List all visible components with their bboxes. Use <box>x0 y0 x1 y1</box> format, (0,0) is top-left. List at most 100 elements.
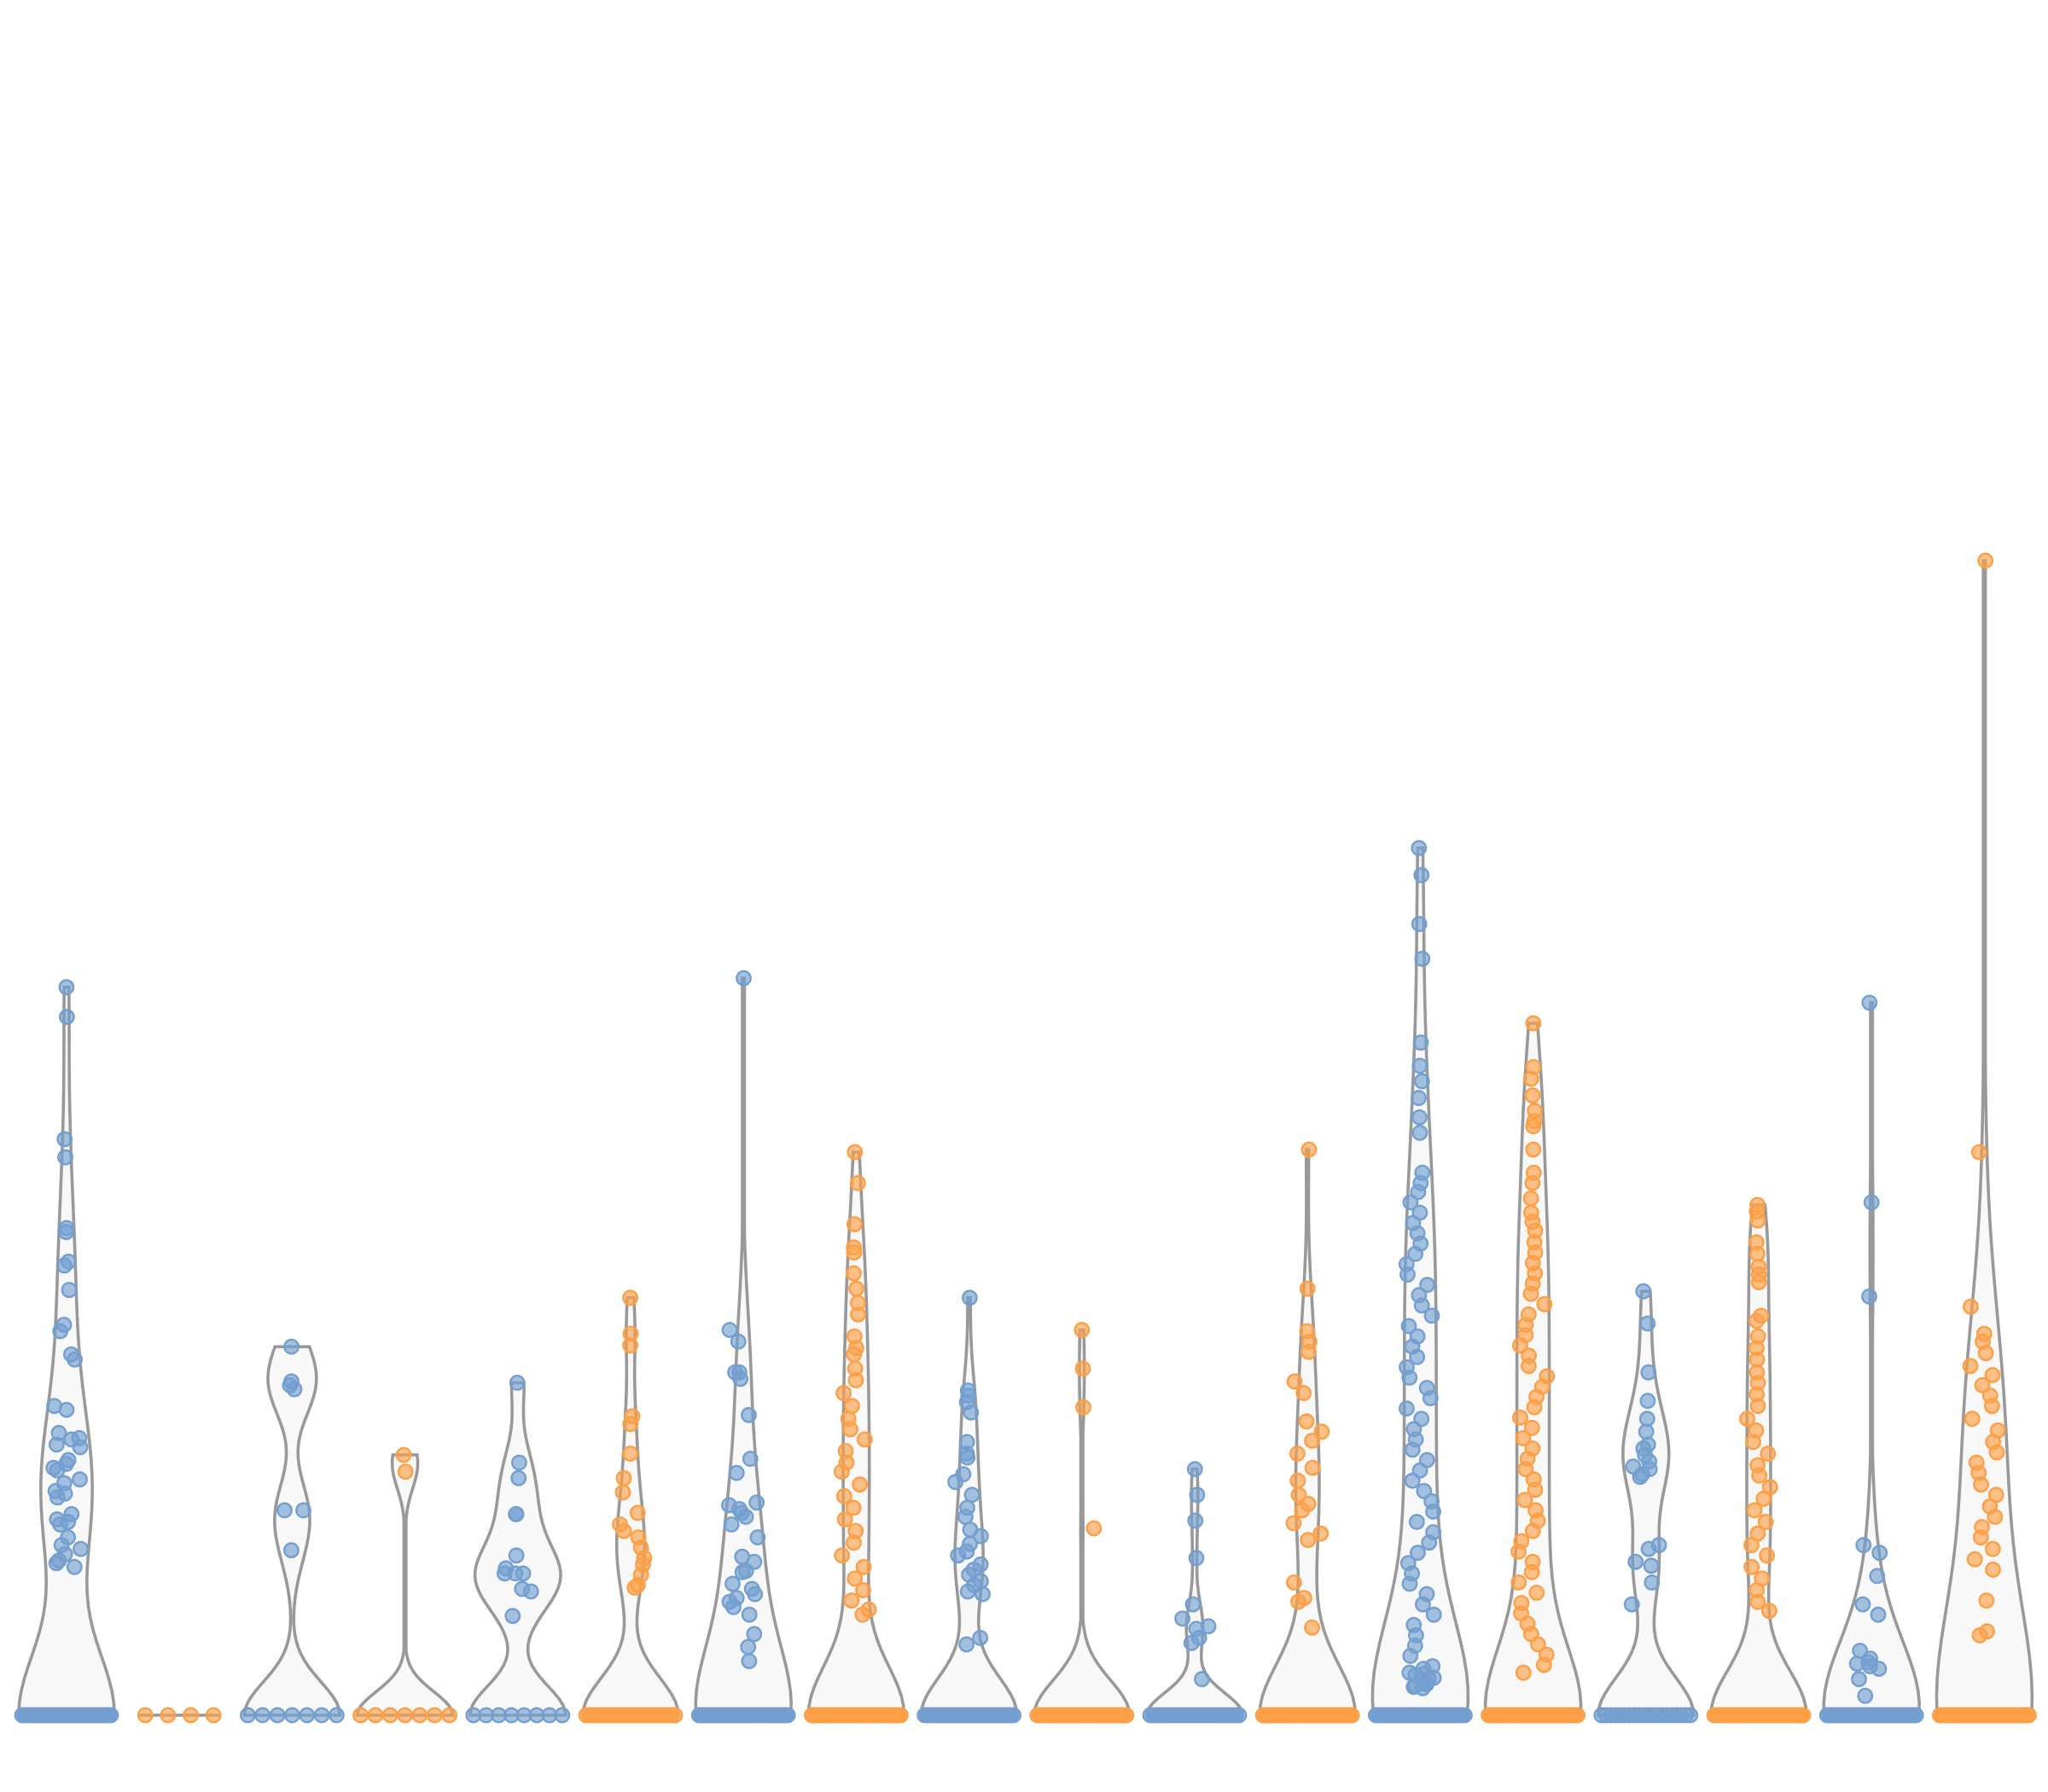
data-point <box>52 1323 69 1340</box>
data-point <box>1409 1348 1426 1365</box>
data-point <box>63 1346 79 1363</box>
data-point <box>725 1598 742 1615</box>
data-point <box>973 1527 989 1545</box>
data-point <box>1413 867 1430 883</box>
data-point <box>1510 1543 1527 1560</box>
data-point <box>73 1540 89 1557</box>
data-point <box>1299 1280 1316 1297</box>
data-point <box>1414 1073 1430 1090</box>
data-point <box>1411 916 1428 933</box>
data-point <box>1425 1669 1442 1686</box>
data-point <box>834 1547 851 1564</box>
data-point <box>629 1504 646 1521</box>
violin-group <box>465 1375 571 1724</box>
data-point <box>855 1558 872 1575</box>
data-point <box>1515 1429 1532 1446</box>
data-point <box>1400 1318 1417 1335</box>
data-point <box>963 1404 980 1421</box>
data-point <box>730 1333 747 1350</box>
data-point <box>1290 1487 1307 1504</box>
data-point <box>614 1484 631 1501</box>
data-point <box>1457 1707 1473 1724</box>
data-point <box>352 1707 369 1724</box>
data-point <box>852 1476 868 1493</box>
data-point <box>1313 1423 1330 1440</box>
data-point <box>842 1421 858 1438</box>
data-point <box>1535 1656 1552 1673</box>
data-point <box>276 1502 293 1519</box>
data-point <box>58 979 75 996</box>
data-point <box>313 1707 330 1724</box>
data-point <box>1516 1492 1533 1509</box>
data-point <box>2020 1707 2037 1724</box>
data-point <box>1295 1385 1312 1401</box>
data-point <box>950 1547 967 1564</box>
violin-group <box>1931 552 2037 1724</box>
data-point <box>1964 1411 1981 1428</box>
data-point <box>1857 1687 1874 1704</box>
data-point <box>160 1707 177 1724</box>
data-point <box>1410 1545 1426 1562</box>
violin-group <box>1593 1283 1699 1724</box>
data-point <box>1639 1315 1656 1332</box>
data-point <box>1525 1015 1542 1032</box>
data-point <box>49 1511 66 1527</box>
violin-group <box>804 1143 909 1724</box>
data-point <box>299 1707 316 1724</box>
data-point <box>1640 1540 1657 1557</box>
violin-outline <box>1596 1289 1696 1717</box>
data-point <box>1231 1707 1248 1724</box>
data-point <box>66 1558 83 1575</box>
data-point <box>1970 1143 1987 1161</box>
data-point <box>1869 1568 1886 1585</box>
violin-group <box>1706 1196 1812 1724</box>
data-point <box>846 1346 863 1363</box>
data-point <box>959 1449 976 1466</box>
violin-group <box>352 1446 457 1724</box>
data-point <box>1300 1141 1318 1158</box>
data-point <box>844 1398 860 1415</box>
data-point <box>441 1707 457 1724</box>
data-point <box>1638 1411 1655 1428</box>
data-point <box>1411 1090 1427 1107</box>
data-point <box>959 1583 976 1600</box>
data-point <box>1404 1472 1421 1489</box>
data-point <box>1643 1557 1660 1574</box>
data-point <box>1962 1358 1979 1375</box>
data-point <box>1971 1627 1988 1644</box>
data-point <box>972 1630 989 1646</box>
data-point <box>1861 1288 1877 1305</box>
data-point <box>1404 1441 1421 1458</box>
data-point <box>1795 1707 1812 1724</box>
data-point <box>740 1638 757 1655</box>
data-point <box>57 1149 73 1166</box>
data-point <box>1983 1398 2000 1415</box>
data-point <box>1510 1574 1527 1591</box>
data-point <box>1985 1562 2001 1578</box>
data-point <box>1411 1125 1428 1141</box>
data-point <box>1977 1345 1994 1362</box>
violin-group <box>239 1338 345 1724</box>
data-point <box>72 1439 89 1456</box>
data-point <box>748 1494 765 1511</box>
violin-outline <box>242 1345 342 1717</box>
data-point <box>615 1469 632 1487</box>
data-point <box>1186 1461 1203 1478</box>
data-point <box>395 1446 412 1463</box>
violin-outline <box>355 1453 455 1717</box>
data-point <box>1863 1194 1880 1211</box>
data-point <box>723 1516 740 1533</box>
data-point <box>1401 1370 1418 1386</box>
data-point <box>1760 1446 1777 1462</box>
data-point <box>1640 1364 1657 1381</box>
data-point <box>1978 1592 1995 1609</box>
data-point <box>1512 1409 1528 1426</box>
data-point <box>1515 1664 1532 1681</box>
data-point <box>1974 1377 1991 1393</box>
data-point <box>1635 1283 1652 1300</box>
violin-group <box>916 1289 1022 1724</box>
data-point <box>1183 1635 1200 1651</box>
data-point <box>746 1626 763 1643</box>
data-point <box>1304 1619 1321 1636</box>
